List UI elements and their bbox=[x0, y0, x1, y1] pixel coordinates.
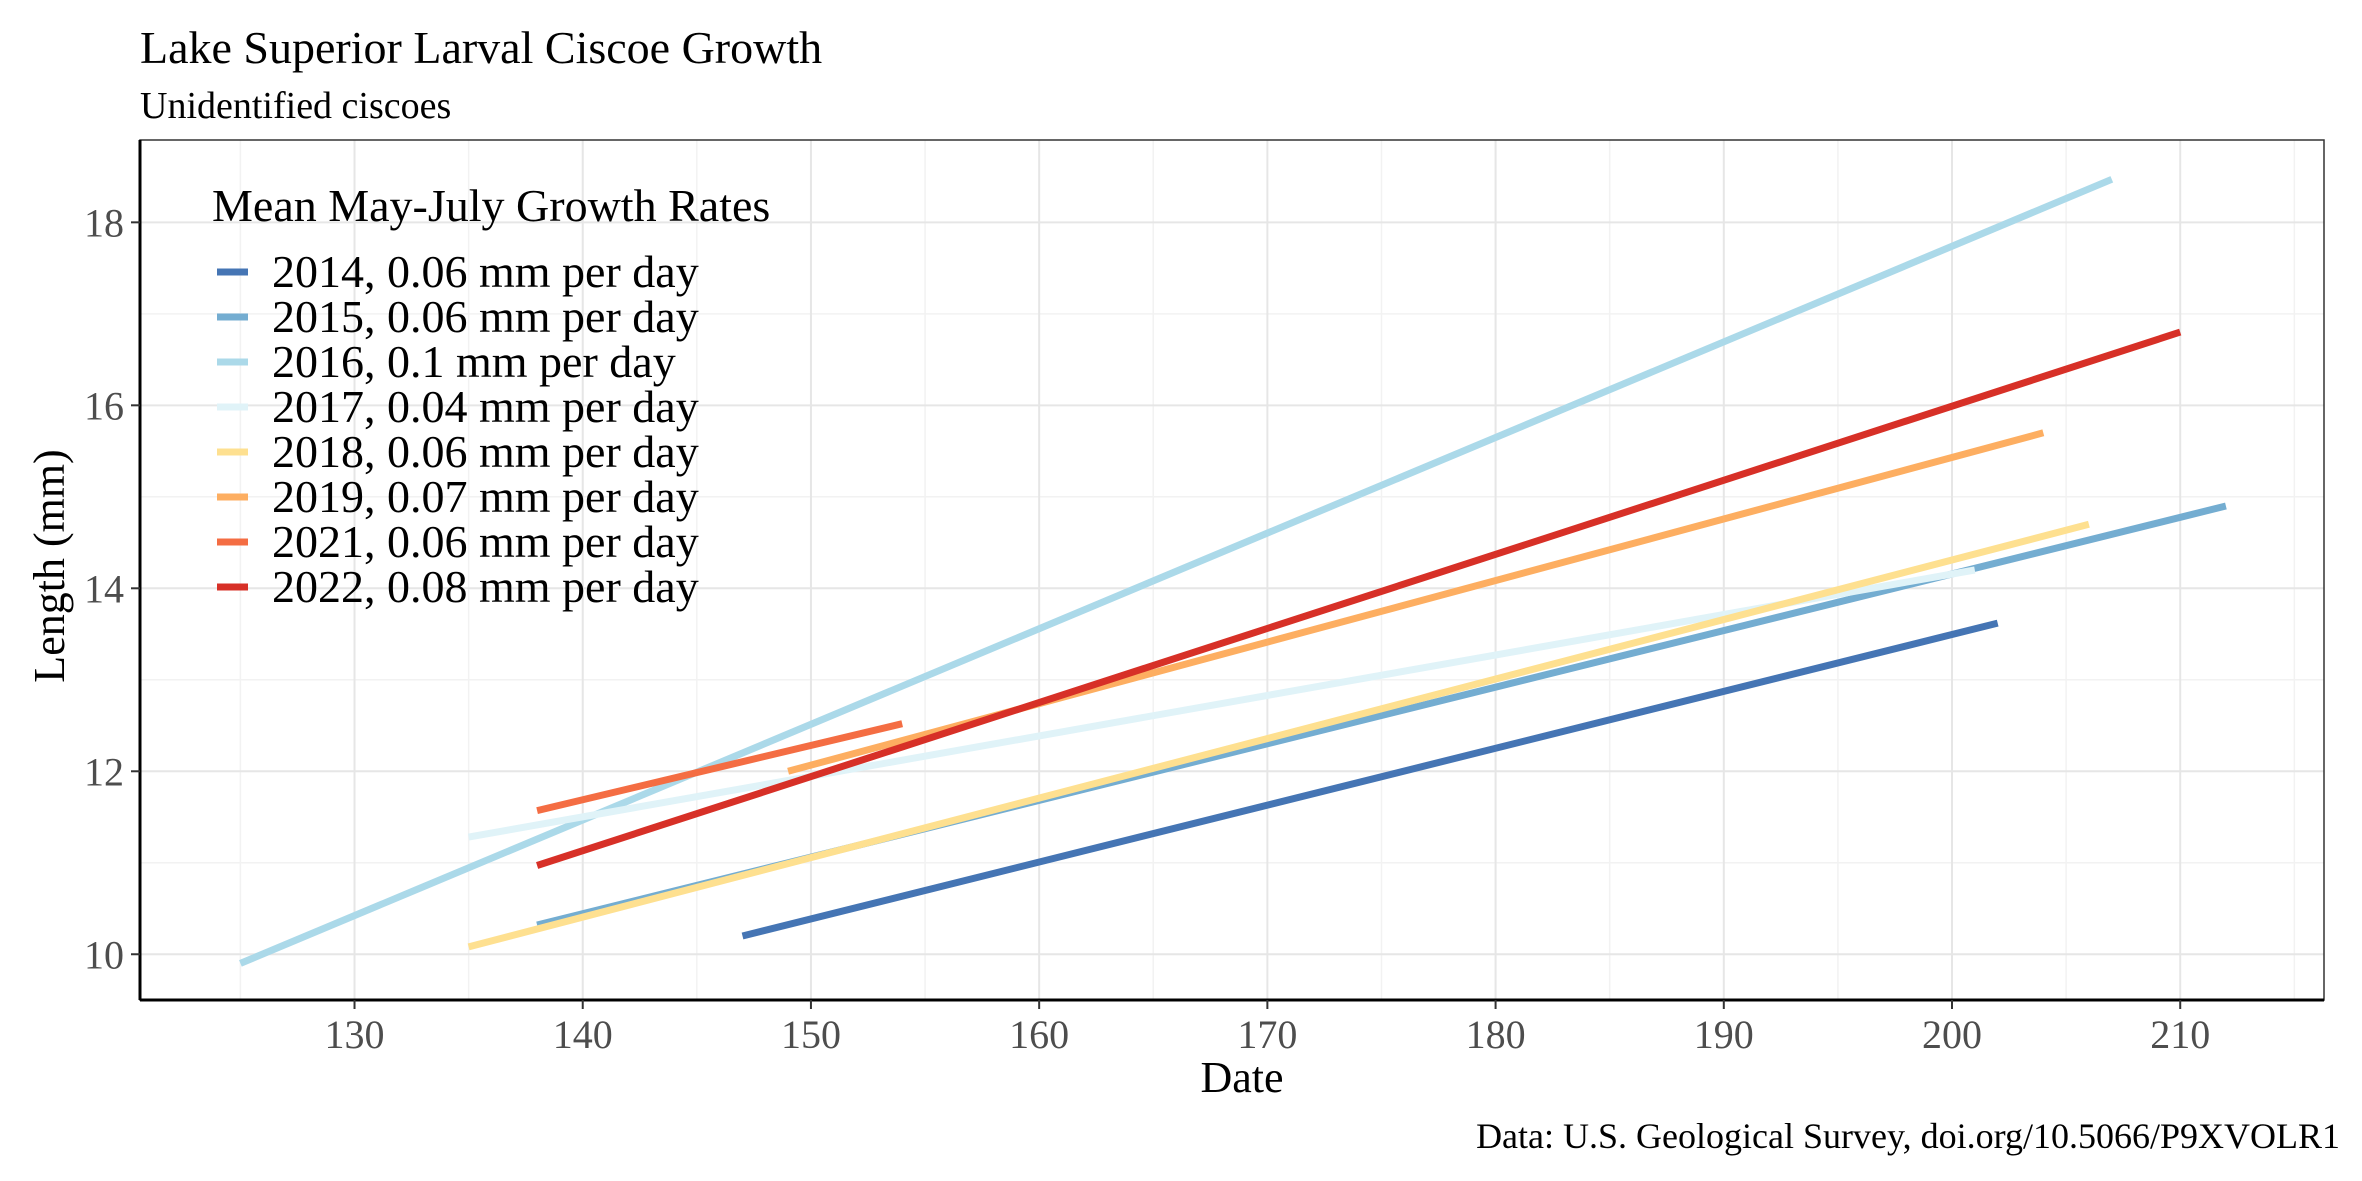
chart-title: Lake Superior Larval Ciscoe Growth bbox=[140, 22, 822, 73]
x-tick-label: 160 bbox=[1009, 1012, 1069, 1057]
series-line bbox=[467, 566, 1976, 841]
series-lines bbox=[239, 176, 2227, 967]
y-tick-label: 12 bbox=[84, 749, 124, 794]
series-line bbox=[741, 619, 1999, 940]
x-tick-label: 150 bbox=[781, 1012, 841, 1057]
series-line bbox=[467, 520, 2090, 951]
x-tick-label: 200 bbox=[1922, 1012, 1982, 1057]
y-tick-label: 10 bbox=[84, 932, 124, 977]
series-line bbox=[239, 176, 2114, 967]
x-tick-label: 130 bbox=[325, 1012, 385, 1057]
legend-label: 2019, 0.07 mm per day bbox=[272, 471, 699, 522]
series-line bbox=[536, 328, 2182, 869]
legend-label: 2021, 0.06 mm per day bbox=[272, 516, 699, 567]
x-tick-label: 190 bbox=[1694, 1012, 1754, 1057]
x-axis-ticks: 130 140 150 160 170 180 190 200 210 bbox=[325, 1000, 2210, 1057]
x-tick-label: 210 bbox=[2150, 1012, 2210, 1057]
y-tick-label: 14 bbox=[84, 566, 124, 611]
chart-subtitle: Unidentified ciscoes bbox=[140, 85, 451, 127]
plot-panel bbox=[138, 139, 2325, 1002]
x-axis-title: Date bbox=[1200, 1053, 1283, 1102]
legend: Mean May-July Growth Rates 2014, 0.06 mm… bbox=[212, 180, 770, 612]
series-line bbox=[536, 720, 904, 815]
legend-label: 2016, 0.1 mm per day bbox=[272, 336, 676, 387]
legend-label: 2014, 0.06 mm per day bbox=[272, 246, 699, 297]
y-axis-ticks: 10 12 14 16 18 bbox=[84, 200, 140, 977]
legend-label: 2017, 0.04 mm per day bbox=[272, 381, 699, 432]
x-tick-label: 170 bbox=[1237, 1012, 1297, 1057]
minor-gridlines bbox=[140, 140, 2324, 1000]
x-tick-label: 180 bbox=[1466, 1012, 1526, 1057]
y-tick-label: 16 bbox=[84, 383, 124, 428]
y-axis-title: Length (mm) bbox=[25, 449, 74, 682]
legend-label: 2018, 0.06 mm per day bbox=[272, 426, 699, 477]
legend-title: Mean May-July Growth Rates bbox=[212, 180, 770, 231]
y-tick-label: 18 bbox=[84, 200, 124, 245]
legend-label: 2022, 0.08 mm per day bbox=[272, 561, 699, 612]
chart-caption: Data: U.S. Geological Survey, doi.org/10… bbox=[1476, 1116, 2340, 1156]
x-tick-label: 140 bbox=[553, 1012, 613, 1057]
legend-label: 2015, 0.06 mm per day bbox=[272, 291, 699, 342]
